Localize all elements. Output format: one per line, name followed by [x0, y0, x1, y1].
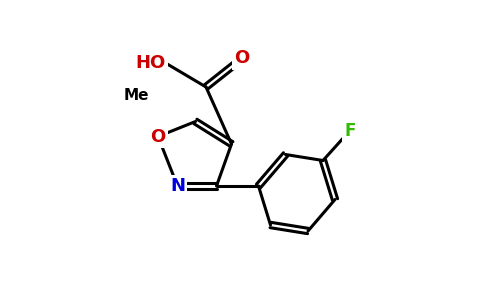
Text: Me: Me — [123, 88, 149, 104]
Text: HO: HO — [135, 54, 166, 72]
Text: O: O — [151, 128, 166, 146]
Text: O: O — [234, 50, 250, 68]
Text: N: N — [170, 177, 185, 195]
Text: F: F — [344, 122, 356, 140]
